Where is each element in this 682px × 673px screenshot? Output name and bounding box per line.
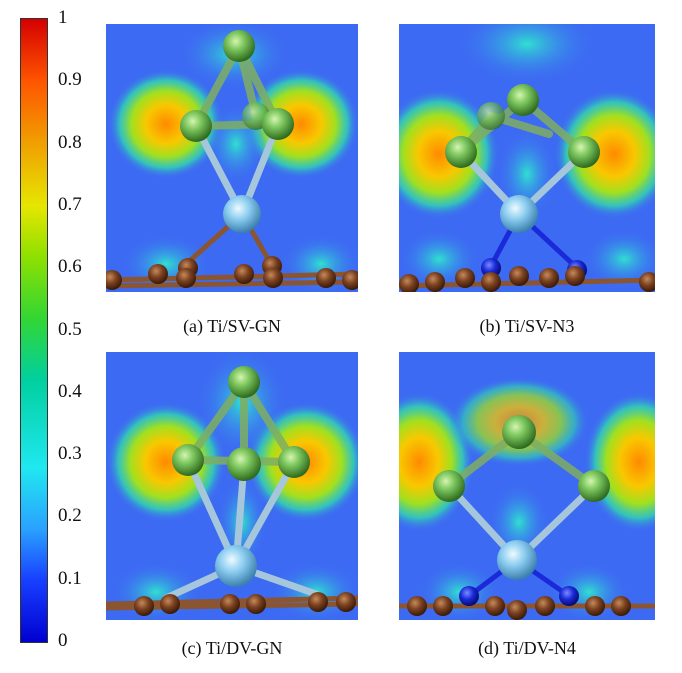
caption-a: (a) Ti/SV-GN (183, 316, 281, 336)
colorbar-tick-label: 0.1 (58, 567, 82, 589)
colorbar-tick-label: 0.2 (58, 505, 82, 527)
panel-c-elf-map (106, 352, 358, 620)
colorbar (20, 18, 48, 643)
colorbar-tick-label: 0.3 (58, 443, 82, 465)
colorbar-tick-label: 0.6 (58, 256, 82, 278)
colorbar-tick-label: 0.7 (58, 193, 82, 215)
colorbar-tick-label: 0 (58, 630, 68, 651)
caption-b: (b) Ti/SV-N3 (479, 316, 575, 336)
caption-c: (c) Ti/DV-GN (181, 638, 283, 658)
panel-b-elf-map (399, 24, 655, 292)
colorbar-tick-label: 0.9 (58, 69, 82, 91)
colorbar-tick-label: 0.5 (58, 318, 82, 340)
colorbar-tick-label: 0.4 (58, 380, 82, 402)
colorbar-tick-label: 1 (58, 7, 68, 28)
panel-a-elf-map (106, 24, 358, 292)
caption-d: (d) Ti/DV-N4 (478, 638, 576, 658)
panel-d-elf-map (399, 352, 655, 620)
colorbar-tick-label: 0.8 (58, 131, 82, 153)
